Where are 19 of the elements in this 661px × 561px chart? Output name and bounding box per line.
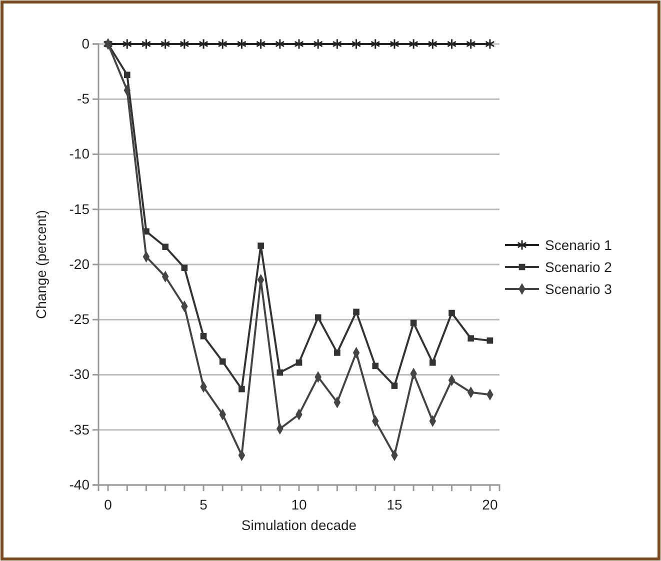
y-tick-label: -10 — [69, 146, 90, 162]
x-tick-label: 10 — [291, 496, 307, 512]
y-tick-label: -40 — [69, 476, 90, 492]
x-tick-label: 5 — [200, 496, 208, 512]
y-tick-label: -15 — [69, 200, 90, 217]
x-axis-title: Simulation decade — [241, 517, 357, 533]
y-tick-label: -30 — [69, 366, 90, 382]
y-tick-label: -35 — [69, 421, 90, 438]
y-tick-label: -25 — [69, 311, 90, 328]
legend-label: Scenario 3 — [545, 280, 612, 297]
x-tick-label: 20 — [482, 496, 498, 512]
x-tick-label: 15 — [386, 496, 402, 512]
y-tick-label: 0 — [82, 35, 90, 52]
legend-label: Scenario 2 — [545, 258, 612, 275]
y-tick-label: -5 — [77, 90, 90, 107]
legend-label: Scenario 1 — [545, 236, 612, 253]
x-tick-label: 0 — [104, 496, 112, 512]
y-tick-label: -20 — [69, 256, 90, 272]
y-axis-title: Change (percent) — [33, 210, 49, 319]
